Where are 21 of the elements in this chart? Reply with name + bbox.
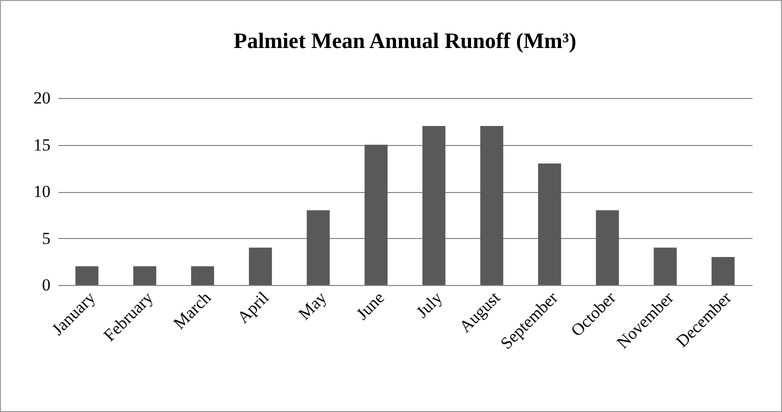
bar bbox=[538, 163, 562, 285]
chart-title: Palmiet Mean Annual Runoff (Mm³) bbox=[234, 28, 576, 53]
bar bbox=[596, 210, 619, 285]
y-tick-label: 0 bbox=[42, 276, 50, 294]
bar bbox=[75, 266, 98, 285]
bar bbox=[133, 266, 156, 285]
y-tick-label: 10 bbox=[34, 182, 50, 201]
bar bbox=[191, 266, 214, 285]
bar bbox=[364, 144, 388, 285]
y-tick-label: 20 bbox=[34, 88, 50, 108]
x-tick-label: May bbox=[294, 288, 331, 324]
x-tick-label: July bbox=[412, 288, 446, 322]
y-tick-label: 5 bbox=[42, 228, 50, 248]
bar bbox=[306, 210, 330, 285]
bar bbox=[422, 126, 446, 285]
bar bbox=[248, 248, 272, 285]
x-tick-label: June bbox=[352, 288, 388, 324]
y-tick-label: 15 bbox=[34, 135, 50, 154]
bar bbox=[712, 256, 735, 285]
bar bbox=[480, 126, 504, 285]
bar bbox=[654, 248, 677, 285]
